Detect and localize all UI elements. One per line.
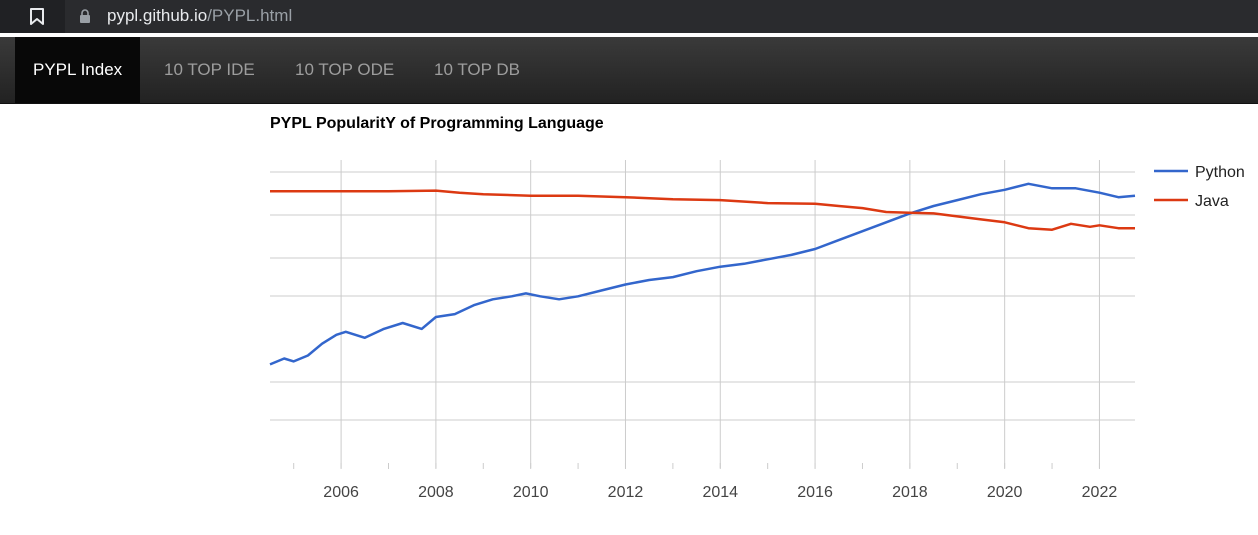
x-tick-label: 2016 [797, 484, 833, 501]
x-tick-label: 2018 [892, 484, 928, 501]
legend-label-java: Java [1195, 193, 1229, 210]
site-navbar: PYPL Index 10 TOP IDE 10 TOP ODE 10 TOP … [0, 37, 1258, 104]
x-tick-label: 2020 [987, 484, 1023, 501]
series-line-python [269, 182, 1136, 366]
nav-tab-top-ide[interactable]: 10 TOP IDE [164, 60, 255, 79]
browser-toolbar: pypl.github.io/PYPL.html [0, 0, 1258, 33]
bookmark-icon[interactable] [29, 8, 45, 25]
nav-tab-top-db[interactable]: 10 TOP DB [434, 60, 520, 79]
x-tick-label: 2012 [608, 484, 644, 501]
nav-tab-top-ode[interactable]: 10 TOP ODE [295, 60, 395, 79]
address-bar[interactable]: pypl.github.io/PYPL.html [65, 0, 1258, 33]
x-tick-label: 2022 [1082, 484, 1118, 501]
x-tick-label: 2006 [323, 484, 359, 501]
url-text[interactable]: pypl.github.io/PYPL.html [107, 6, 292, 26]
chart-title: PYPL PopularitY of Programming Language [270, 115, 604, 132]
series-line-java [270, 189, 1135, 231]
url-path: /PYPL.html [207, 6, 293, 25]
x-tick-label: 2014 [702, 484, 738, 501]
lock-icon [80, 9, 90, 23]
x-tick-label: 2010 [513, 484, 549, 501]
x-tick-label: 2008 [418, 484, 454, 501]
legend-label-python: Python [1195, 164, 1245, 181]
nav-tab-pypl-index[interactable]: PYPL Index [15, 37, 141, 103]
url-domain: pypl.github.io [107, 6, 208, 25]
